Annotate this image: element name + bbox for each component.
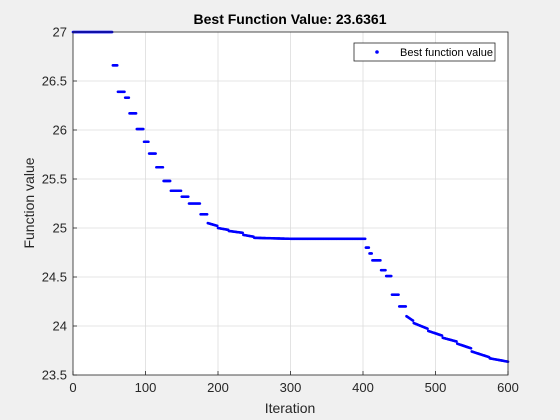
y-axis-label: Function value <box>21 157 37 248</box>
data-point <box>205 212 209 216</box>
y-tick-label: 26 <box>53 123 67 138</box>
data-point <box>186 195 190 198</box>
x-tick-label: 500 <box>425 380 447 395</box>
data-point <box>397 293 400 296</box>
y-tick-label: 27 <box>53 25 67 40</box>
chart-title: Best Function Value: 23.6361 <box>194 11 387 27</box>
data-point <box>127 96 131 99</box>
y-tick-label: 25 <box>53 221 67 236</box>
data-point <box>367 246 371 249</box>
data-point <box>179 189 183 193</box>
legend-marker <box>375 50 379 54</box>
y-tick-label: 23.5 <box>42 368 67 383</box>
data-point <box>469 346 473 350</box>
data-point <box>426 327 429 330</box>
x-tick-label: 100 <box>135 380 157 395</box>
data-point <box>411 319 415 322</box>
y-tick-label: 26.5 <box>42 74 67 89</box>
x-tick-label: 600 <box>497 380 519 395</box>
data-point <box>147 140 150 144</box>
data-point <box>215 224 219 228</box>
x-axis-ticks: 0 100 200 300 400 500 600 <box>69 371 519 395</box>
x-tick-label: 300 <box>280 380 302 395</box>
data-point <box>404 305 408 308</box>
data-point <box>168 179 172 183</box>
data-point <box>379 259 382 262</box>
y-tick-label: 24 <box>53 319 67 334</box>
data-point <box>370 252 374 255</box>
y-tick-label: 25.5 <box>42 172 67 187</box>
legend: Best function value <box>353 42 496 62</box>
data-point <box>115 64 119 67</box>
y-tick-label: 24.5 <box>42 270 67 285</box>
data-point <box>134 112 138 115</box>
data-point <box>389 274 393 278</box>
legend-entry: Best function value <box>400 47 493 59</box>
x-tick-label: 200 <box>207 380 229 395</box>
data-point <box>198 202 202 205</box>
data-point <box>241 231 244 235</box>
x-tick-label: 400 <box>352 380 374 395</box>
data-point <box>455 340 458 343</box>
data-point <box>154 152 157 155</box>
data-point <box>123 90 126 94</box>
x-axis-label: Iteration <box>265 400 316 416</box>
legend-box <box>353 42 496 62</box>
data-point <box>142 127 145 131</box>
data-point <box>384 268 387 272</box>
data-point <box>440 334 444 337</box>
data-point <box>161 165 165 169</box>
data-point <box>363 237 367 241</box>
y-axis-ticks: 23.5 24 24.5 25 25.5 26 26.5 27 <box>42 25 77 383</box>
x-tick-label: 0 <box>69 380 76 395</box>
